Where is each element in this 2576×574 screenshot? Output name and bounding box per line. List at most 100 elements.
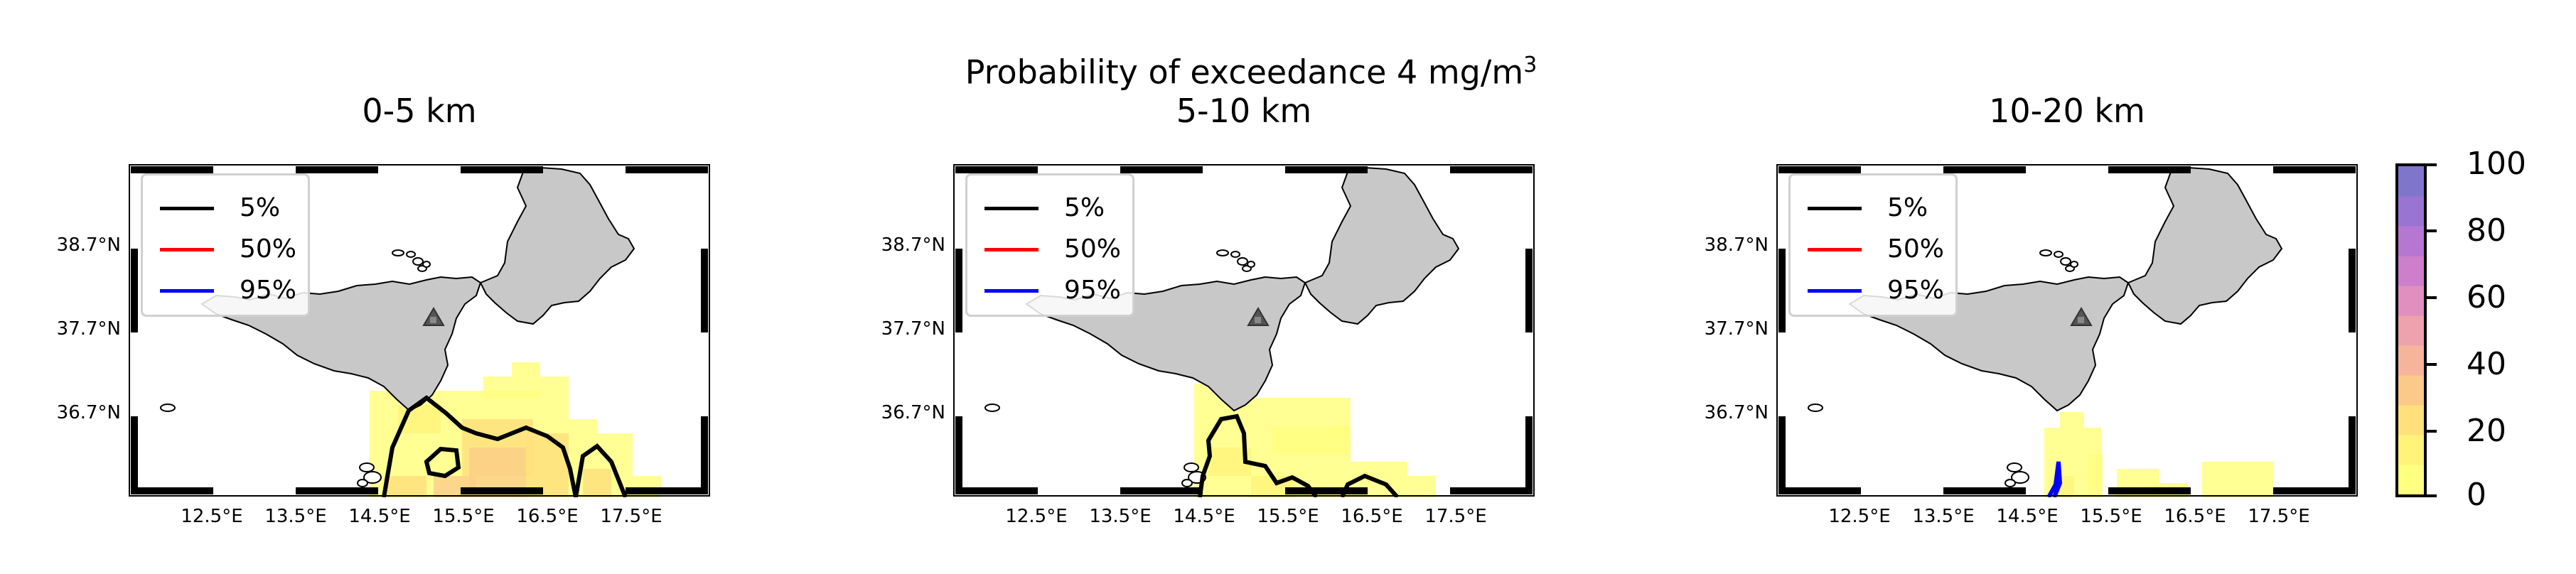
lon-label: 17.5°E [600, 506, 662, 527]
colorbar-label: 20 [2467, 413, 2506, 449]
lon-label: 16.5°E [1341, 506, 1403, 527]
probability-cell [512, 362, 540, 377]
lon-label: 14.5°E [1173, 506, 1235, 527]
map-border-segment [2108, 487, 2191, 494]
map-border-segment [626, 166, 708, 173]
map-border-segment [626, 487, 708, 494]
lon-label: 16.5°E [516, 506, 579, 527]
island [1181, 479, 1193, 487]
map-border-segment [1778, 249, 1786, 332]
probability-cell [483, 377, 540, 398]
legend-item-5pct: 5% [1808, 194, 1957, 222]
colorbar-band [2398, 405, 2424, 435]
panel-title-10-20km: 10-20 km [1989, 92, 2145, 130]
map-frame [129, 164, 710, 497]
map-border-segment [1120, 487, 1203, 494]
panel-title-5-10km: 5-10 km [1176, 92, 1312, 130]
map-frame [1776, 164, 2358, 497]
lon-label: 12.5°E [181, 506, 243, 527]
figure-title: Probability of exceedance 4 mg/m3 [965, 53, 1537, 92]
legend-item-5pct: 5% [984, 194, 1134, 222]
contour-5pct-inner [424, 446, 461, 479]
map-border-segment [2349, 249, 2356, 332]
island [412, 257, 424, 266]
island [1216, 249, 1229, 256]
map-border-segment [131, 166, 213, 173]
calabria-landmass [2127, 166, 2283, 325]
lon-label: 13.5°E [1912, 506, 1975, 527]
legend: 5% 50% 95% [1788, 173, 1958, 317]
probability-cell [583, 469, 611, 497]
map-border-segment [131, 416, 138, 494]
legend: 5% 50% 95% [141, 173, 310, 317]
island [2054, 251, 2064, 258]
colorbar-tick [2427, 229, 2437, 232]
colorbar [2395, 163, 2427, 497]
map-panel-5-10km: 5% 50% 95% [952, 163, 1535, 497]
probability-cell [1407, 476, 1436, 497]
island [392, 249, 404, 256]
colorbar-band [2398, 256, 2424, 286]
colorbar-band [2398, 286, 2424, 316]
map-panel-0-5km: 5% 50% 95% [128, 163, 711, 497]
lat-label: 38.7°N [881, 234, 945, 256]
map-border-segment [955, 416, 962, 494]
lon-label: 15.5°E [2080, 506, 2142, 527]
lat-label: 36.7°N [56, 402, 121, 423]
island [1184, 462, 1199, 472]
map-border-segment [1943, 487, 2026, 494]
legend-item-50pct: 50% [160, 235, 309, 264]
map-frame [953, 164, 1535, 497]
etna-marker-center [430, 317, 436, 323]
legend-item-95pct: 95% [1808, 276, 1957, 305]
lat-label: 38.7°N [1704, 234, 1769, 256]
island [357, 479, 368, 487]
colorbar-label: 60 [2467, 279, 2506, 315]
lat-label: 37.7°N [1704, 318, 1769, 340]
island [1808, 404, 1823, 412]
map-border-segment [2349, 416, 2356, 494]
map-border-segment [1285, 487, 1368, 494]
lon-label: 14.5°E [348, 506, 411, 527]
island [2007, 462, 2022, 472]
probability-cell [2060, 412, 2084, 428]
legend-item-50pct: 50% [984, 235, 1134, 264]
probability-cell [2088, 455, 2103, 497]
island [422, 261, 431, 268]
etna-marker-center [1255, 317, 1261, 323]
map-border-segment [1778, 166, 1861, 173]
island [984, 404, 1000, 412]
lon-label: 16.5°E [2164, 506, 2226, 527]
map-border-segment [2108, 166, 2191, 173]
lat-label: 36.7°N [1704, 402, 1769, 423]
colorbar-band [2398, 345, 2424, 376]
island [2070, 261, 2078, 268]
island [2011, 471, 2029, 484]
colorbar-band [2398, 196, 2424, 227]
lon-label: 12.5°E [1005, 506, 1068, 527]
colorbar-label: 100 [2467, 146, 2526, 182]
contour-5pct [382, 395, 578, 497]
map-border-segment [1285, 166, 1368, 173]
map-border-segment [131, 487, 213, 494]
map-border-segment [2273, 487, 2356, 494]
map-border-segment [1450, 166, 1533, 173]
map-border-segment [955, 166, 1038, 173]
legend-item-95pct: 95% [984, 276, 1134, 305]
lat-label: 36.7°N [881, 402, 945, 423]
calabria-landmass [479, 166, 635, 325]
island [2005, 479, 2016, 487]
map-border-segment [1525, 249, 1533, 332]
island [2039, 249, 2052, 256]
contour-5pct [1198, 413, 1319, 497]
map-border-segment [296, 487, 378, 494]
colorbar-tick [2427, 296, 2437, 299]
colorbar-band [2398, 166, 2424, 197]
title-superscript: 3 [1523, 53, 1537, 77]
contour-5pct-east [574, 443, 628, 497]
colorbar-label: 80 [2467, 212, 2506, 249]
map-border-segment [1525, 416, 1533, 494]
map-border-segment [1778, 487, 1861, 494]
lat-label: 38.7°N [56, 234, 121, 256]
colorbar-band [2398, 375, 2424, 406]
